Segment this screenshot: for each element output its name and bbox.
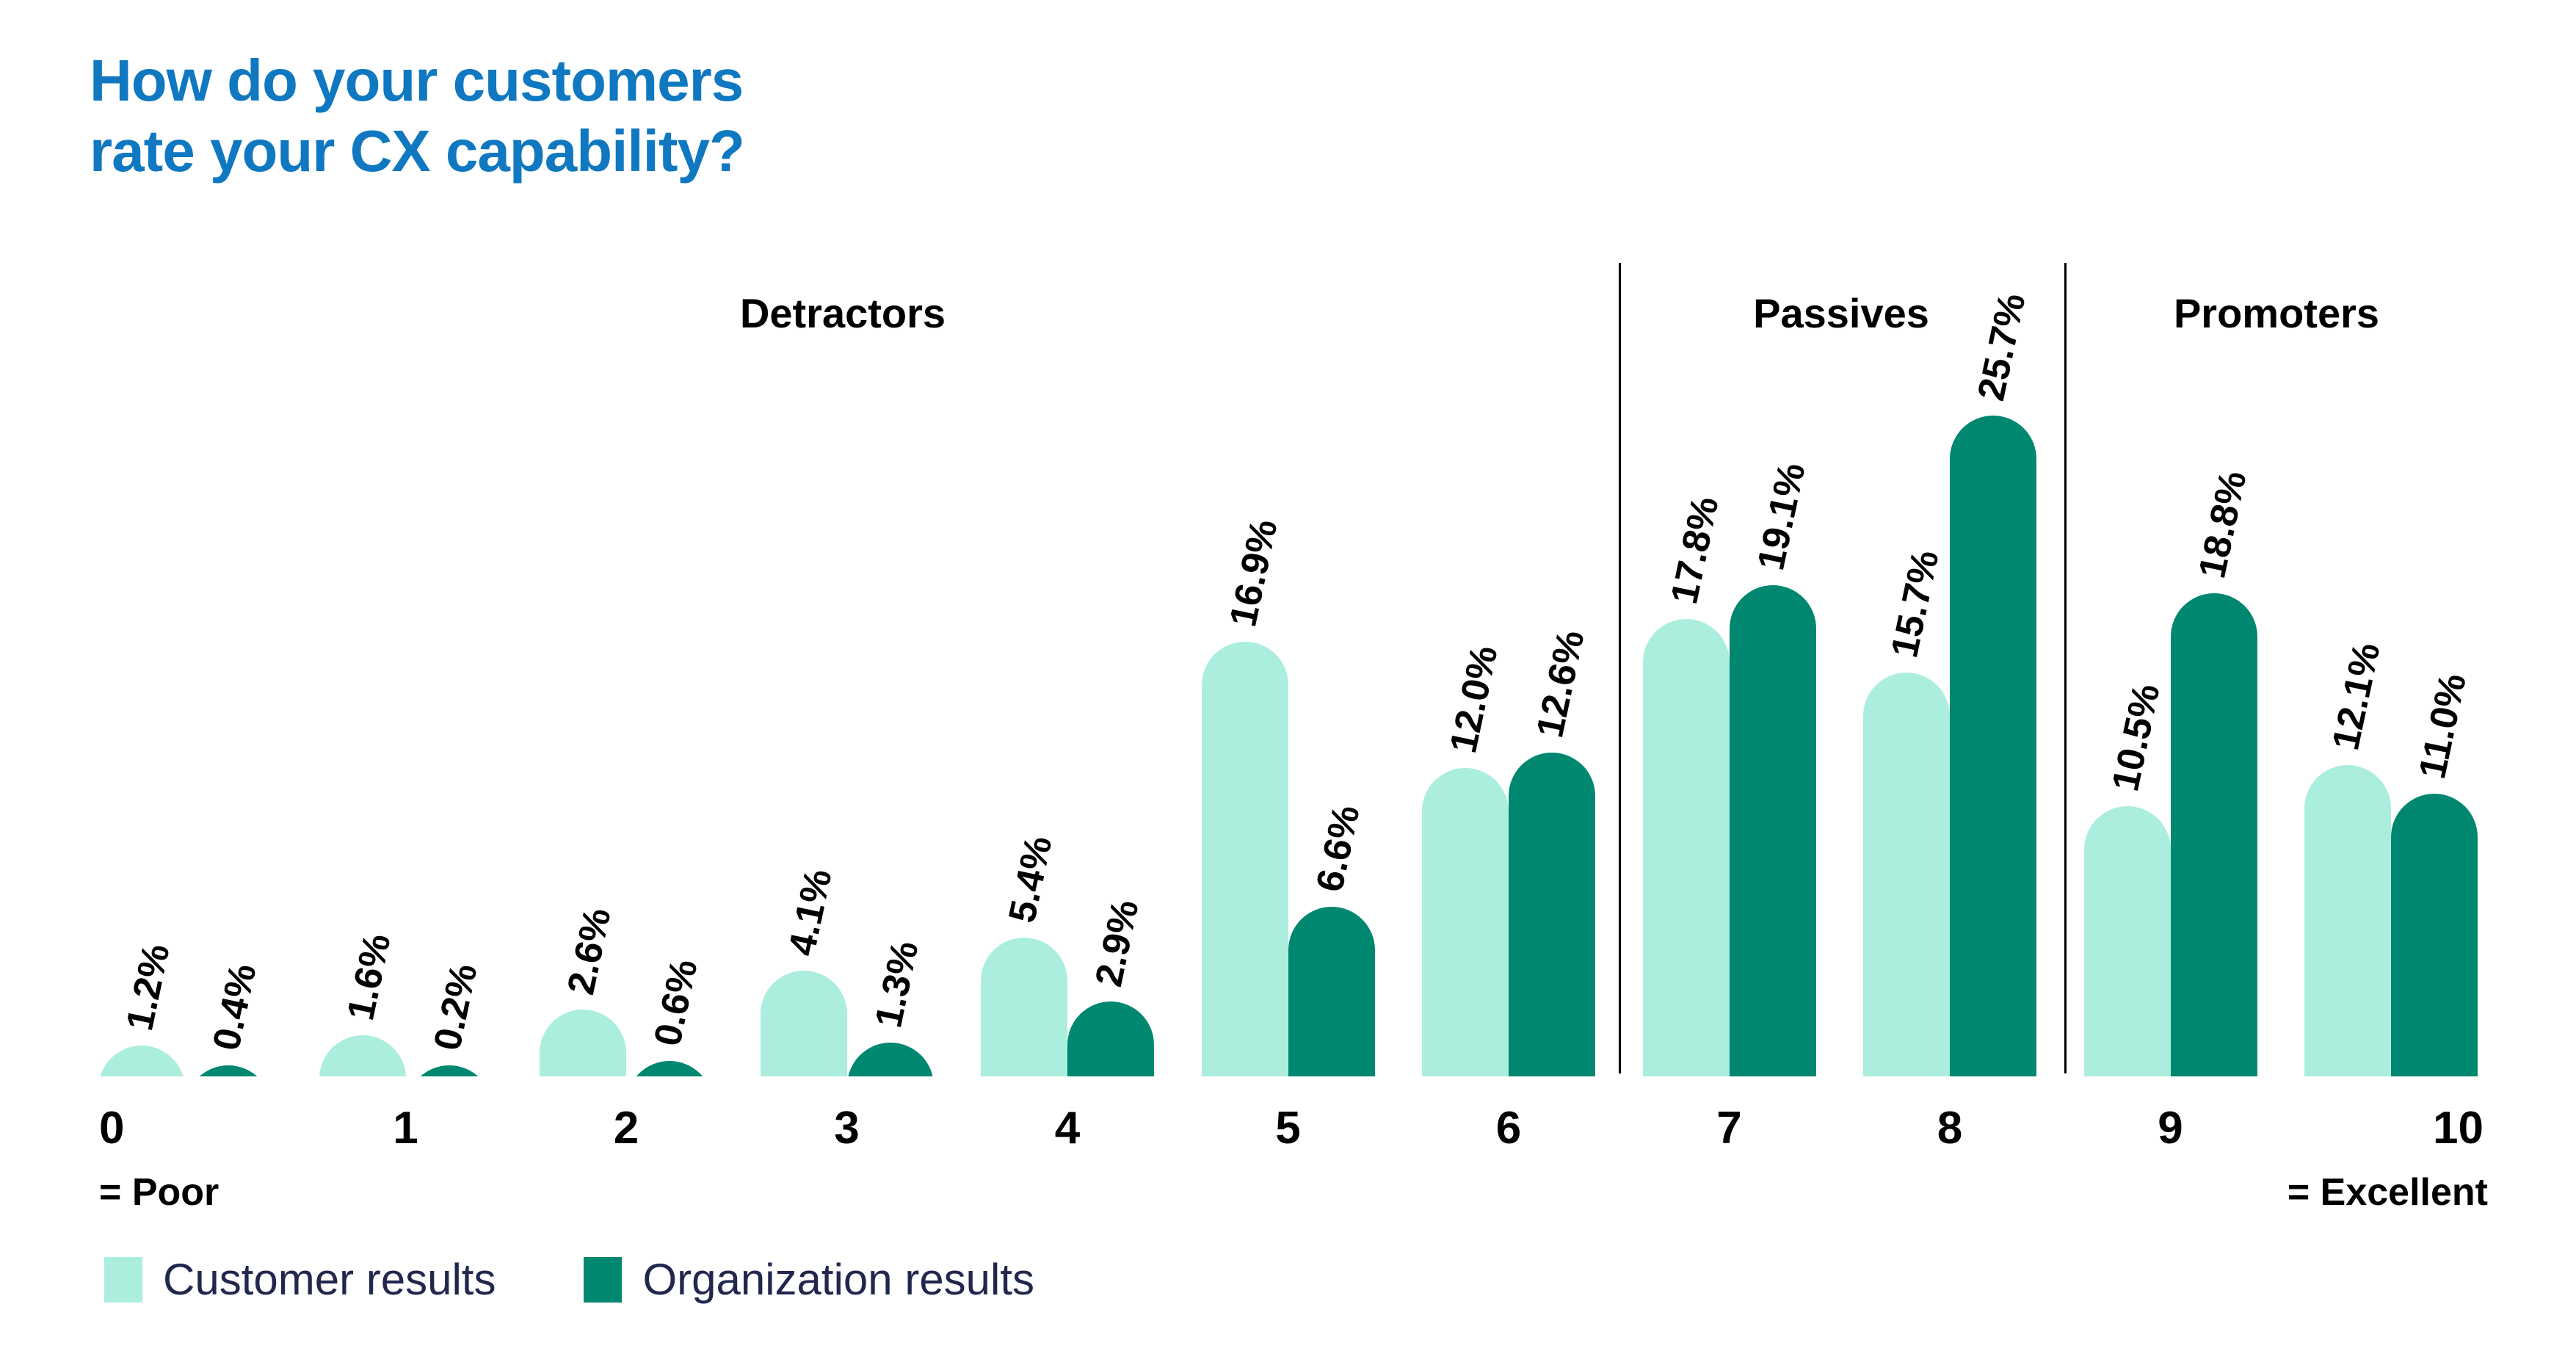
- bar-organization-10: [2391, 794, 2478, 1076]
- chart-title: How do your customers rate your CX capab…: [90, 46, 745, 186]
- bar-organization-4: [1067, 1001, 1154, 1076]
- divider-passives-promoters: [2064, 263, 2067, 1073]
- section-label-passives: Passives: [1753, 290, 1929, 336]
- chart-title-line1: How do your customers: [90, 48, 744, 113]
- legend-item-customer: Customer results: [104, 1257, 496, 1303]
- value-label-organization-2: 0.6%: [646, 955, 706, 1050]
- x-tick-9: 9: [2158, 1103, 2183, 1153]
- value-label-customer-8: 15.7%: [1883, 546, 1948, 662]
- x-tick-2: 2: [613, 1103, 639, 1153]
- value-label-organization-4: 2.9%: [1087, 896, 1147, 990]
- bar-organization-3: [846, 1043, 934, 1076]
- value-label-organization-8: 25.7%: [1970, 289, 2034, 405]
- x-tick-10: 10: [2433, 1103, 2484, 1153]
- bar-organization-8: [1950, 416, 2036, 1076]
- organization-bar-dome: [185, 1065, 272, 1076]
- divider-detractors-passives: [1619, 263, 1621, 1073]
- value-label-organization-6: 12.6%: [1528, 626, 1593, 742]
- value-label-customer-3: 4.1%: [780, 865, 841, 960]
- value-label-customer-6: 12.0%: [1442, 642, 1506, 757]
- legend-label-organization: Organization results: [642, 1255, 1035, 1304]
- bar-customer-7: [1642, 619, 1730, 1076]
- bar-customer-0: [98, 1046, 185, 1076]
- value-label-customer-1: 1.6%: [338, 930, 399, 1024]
- customer-swatch-icon: [104, 1257, 142, 1303]
- customer-bar-dome: [319, 1035, 406, 1076]
- value-label-organization-0: 0.4%: [205, 960, 265, 1054]
- bar-organization-1: [405, 1065, 493, 1076]
- chart-title-line2: rate your CX capability?: [90, 118, 745, 184]
- value-label-customer-4: 5.4%: [1001, 832, 1061, 927]
- organization-bar-dome: [846, 1043, 934, 1076]
- x-tick-8: 8: [1937, 1103, 1963, 1153]
- value-label-organization-7: 19.1%: [1749, 459, 1814, 574]
- value-label-organization-9: 18.8%: [2190, 467, 2255, 582]
- value-label-organization-3: 1.3%: [866, 937, 927, 1032]
- bar-organization-6: [1509, 753, 1595, 1076]
- legend-item-organization: Organization results: [584, 1257, 1034, 1303]
- bar-customer-8: [1863, 673, 1950, 1076]
- x-tick-1: 1: [393, 1103, 418, 1153]
- bar-customer-5: [1201, 642, 1288, 1076]
- bar-organization-0: [185, 1065, 272, 1076]
- bar-customer-10: [2304, 765, 2391, 1076]
- value-label-customer-5: 16.9%: [1221, 515, 1286, 631]
- value-label-customer-9: 10.5%: [2103, 680, 2169, 795]
- bar-customer-6: [1422, 768, 1509, 1076]
- bar-organization-5: [1288, 907, 1375, 1076]
- bar-organization-9: [2170, 593, 2257, 1076]
- value-label-organization-5: 6.6%: [1307, 801, 1368, 896]
- bar-organization-7: [1729, 585, 1816, 1076]
- bar-customer-9: [2083, 806, 2171, 1076]
- section-label-promoters: Promoters: [2173, 290, 2380, 336]
- x-tick-4: 4: [1054, 1103, 1081, 1153]
- bar-customer-4: [981, 938, 1067, 1076]
- organization-bar-dome: [626, 1061, 713, 1076]
- bar-customer-1: [319, 1035, 406, 1076]
- x-tick-0: 0: [99, 1103, 125, 1153]
- x-tick-6: 6: [1495, 1103, 1522, 1153]
- value-label-customer-0: 1.2%: [118, 940, 178, 1035]
- legend-label-customer: Customer results: [163, 1255, 496, 1304]
- x-tick-7: 7: [1716, 1103, 1742, 1153]
- bar-customer-3: [760, 971, 847, 1076]
- section-label-detractors: Detractors: [739, 290, 946, 336]
- value-label-organization-1: 0.2%: [425, 960, 486, 1054]
- value-label-customer-7: 17.8%: [1662, 493, 1727, 608]
- customer-bar-dome: [98, 1046, 185, 1076]
- bar-organization-2: [626, 1061, 713, 1076]
- value-label-organization-10: 11.0%: [2411, 670, 2475, 783]
- x-tick-3: 3: [834, 1103, 860, 1153]
- x-tick-5: 5: [1275, 1103, 1301, 1153]
- axis-note-excellent: = Excellent: [2287, 1171, 2488, 1214]
- organization-swatch-icon: [584, 1257, 623, 1303]
- bar-customer-2: [540, 1010, 626, 1076]
- axis-note-poor: = Poor: [99, 1171, 219, 1214]
- organization-bar-dome: [405, 1065, 493, 1076]
- legend: Customer results Organization results: [104, 1257, 1034, 1303]
- value-label-customer-10: 12.1%: [2324, 639, 2389, 754]
- value-label-customer-2: 2.6%: [559, 904, 620, 999]
